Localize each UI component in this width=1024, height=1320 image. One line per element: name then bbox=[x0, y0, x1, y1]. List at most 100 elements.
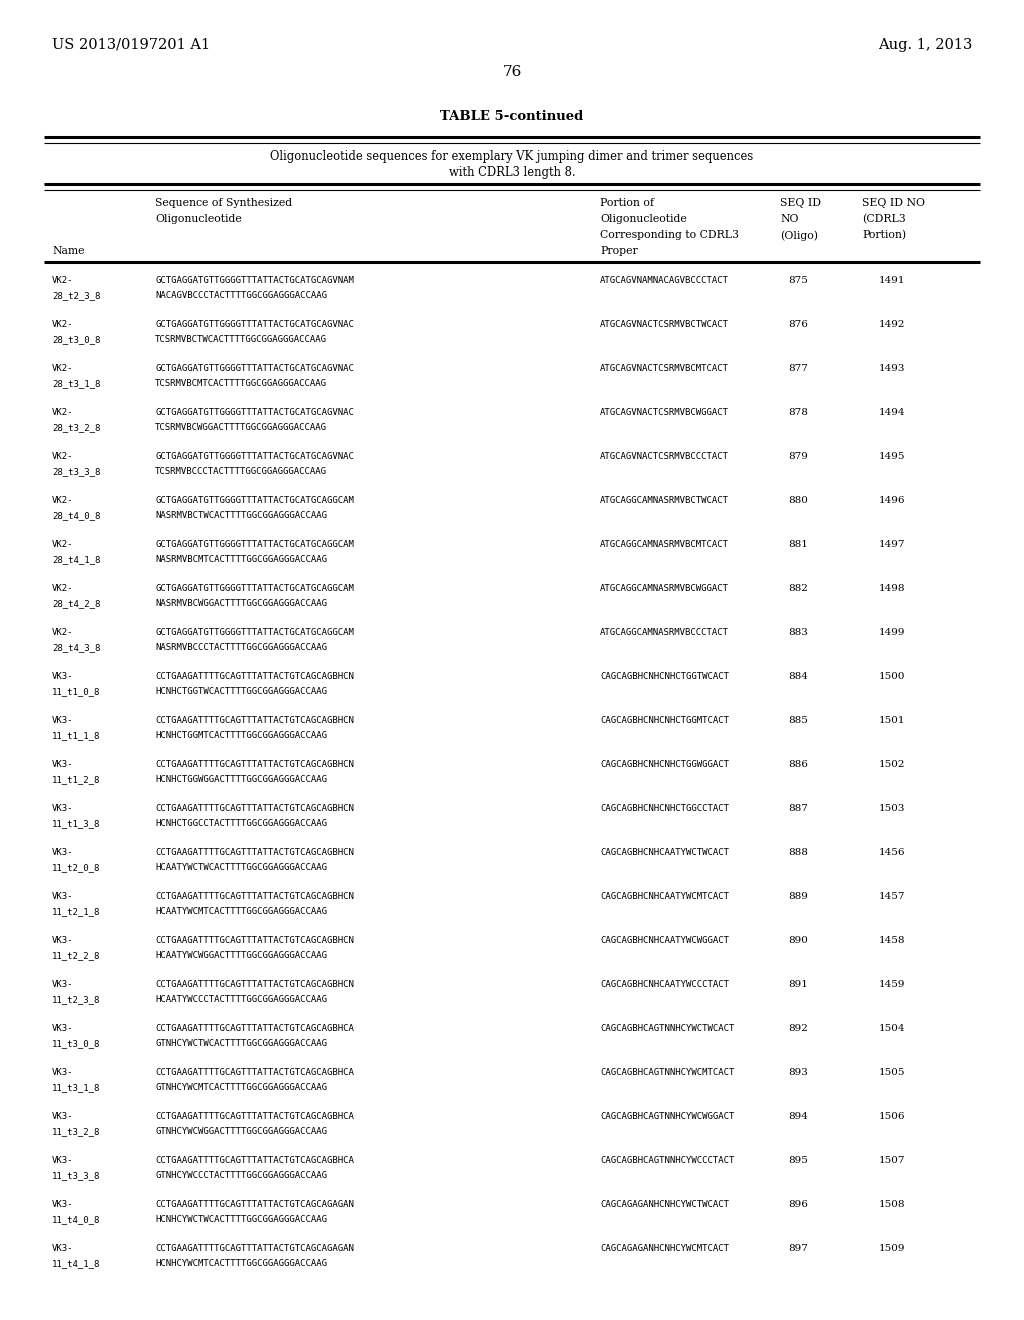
Text: CCTGAAGATTTTGCAGTTTATTACTGTCAGCAGBHCN: CCTGAAGATTTTGCAGTTTATTACTGTCAGCAGBHCN bbox=[155, 979, 354, 989]
Text: TCSRMVBCMTCACTTTTGGCGGAGGGACCAAG: TCSRMVBCMTCACTTTTGGCGGAGGGACCAAG bbox=[155, 379, 327, 388]
Text: VK3-: VK3- bbox=[52, 715, 74, 725]
Text: CAGCAGBHCNHCNHCTGGWGGACT: CAGCAGBHCNHCNHCTGGWGGACT bbox=[600, 760, 729, 770]
Text: GTNHCYWCMTCACTTTTGGCGGAGGGACCAAG: GTNHCYWCMTCACTTTTGGCGGAGGGACCAAG bbox=[155, 1082, 327, 1092]
Text: Oligonucleotide: Oligonucleotide bbox=[600, 214, 687, 224]
Text: VK3-: VK3- bbox=[52, 847, 74, 857]
Text: 1498: 1498 bbox=[879, 583, 905, 593]
Text: 28_t3_3_8: 28_t3_3_8 bbox=[52, 467, 100, 477]
Text: CCTGAAGATTTTGCAGTTTATTACTGTCAGCAGAGAN: CCTGAAGATTTTGCAGTTTATTACTGTCAGCAGAGAN bbox=[155, 1243, 354, 1253]
Text: 875: 875 bbox=[788, 276, 808, 285]
Text: VK3-: VK3- bbox=[52, 672, 74, 681]
Text: 886: 886 bbox=[788, 760, 808, 770]
Text: HCNHCYWCTWCACTTTTGGCGGAGGGACCAAG: HCNHCYWCTWCACTTTTGGCGGAGGGACCAAG bbox=[155, 1214, 327, 1224]
Text: Oligonucleotide sequences for exemplary VK jumping dimer and trimer sequences: Oligonucleotide sequences for exemplary … bbox=[270, 150, 754, 162]
Text: HCNHCTGGWGGACTTTTGGCGGAGGGACCAAG: HCNHCTGGWGGACTTTTGGCGGAGGGACCAAG bbox=[155, 775, 327, 784]
Text: NASRMVBCMTCACTTTTGGCGGAGGGACCAAG: NASRMVBCMTCACTTTTGGCGGAGGGACCAAG bbox=[155, 554, 327, 564]
Text: SEQ ID NO: SEQ ID NO bbox=[862, 198, 925, 209]
Text: VK3-: VK3- bbox=[52, 760, 74, 770]
Text: VK2-: VK2- bbox=[52, 496, 74, 506]
Text: CCTGAAGATTTTGCAGTTTATTACTGTCAGCAGBHCA: CCTGAAGATTTTGCAGTTTATTACTGTCAGCAGBHCA bbox=[155, 1024, 354, 1034]
Text: 28_t4_2_8: 28_t4_2_8 bbox=[52, 599, 100, 609]
Text: ATGCAGVNAMNACAGVBCCCTACT: ATGCAGVNAMNACAGVBCCCTACT bbox=[600, 276, 729, 285]
Text: VK2-: VK2- bbox=[52, 628, 74, 638]
Text: TCSRMVBCTWCACTTTTGGCGGAGGGACCAAG: TCSRMVBCTWCACTTTTGGCGGAGGGACCAAG bbox=[155, 335, 327, 345]
Text: CAGCAGAGANHCNHCYWCTWCACT: CAGCAGAGANHCNHCYWCTWCACT bbox=[600, 1200, 729, 1209]
Text: 1502: 1502 bbox=[879, 760, 905, 770]
Text: 28_t4_3_8: 28_t4_3_8 bbox=[52, 643, 100, 652]
Text: Corresponding to CDRL3: Corresponding to CDRL3 bbox=[600, 230, 739, 240]
Text: 11_t2_0_8: 11_t2_0_8 bbox=[52, 863, 100, 873]
Text: HCAATYWCMTCACTTTTGGCGGAGGGACCAAG: HCAATYWCMTCACTTTTGGCGGAGGGACCAAG bbox=[155, 907, 327, 916]
Text: CAGCAGBHCNHCAATYWCMTCACT: CAGCAGBHCNHCAATYWCMTCACT bbox=[600, 892, 729, 902]
Text: Oligonucleotide: Oligonucleotide bbox=[155, 214, 242, 224]
Text: Portion of: Portion of bbox=[600, 198, 654, 209]
Text: VK3-: VK3- bbox=[52, 936, 74, 945]
Text: 884: 884 bbox=[788, 672, 808, 681]
Text: CAGCAGBHCNHCAATYWCTWCACT: CAGCAGBHCNHCAATYWCTWCACT bbox=[600, 847, 729, 857]
Text: CCTGAAGATTTTGCAGTTTATTACTGTCAGCAGAGAN: CCTGAAGATTTTGCAGTTTATTACTGTCAGCAGAGAN bbox=[155, 1200, 354, 1209]
Text: 1457: 1457 bbox=[879, 892, 905, 902]
Text: CAGCAGBHCAGTNNHCYWCCCTACT: CAGCAGBHCAGTNNHCYWCCCTACT bbox=[600, 1156, 734, 1166]
Text: 881: 881 bbox=[788, 540, 808, 549]
Text: VK2-: VK2- bbox=[52, 583, 74, 593]
Text: 76: 76 bbox=[503, 65, 521, 79]
Text: HCAATYWCTWCACTTTTGGCGGAGGGACCAAG: HCAATYWCTWCACTTTTGGCGGAGGGACCAAG bbox=[155, 863, 327, 873]
Text: 11_t3_3_8: 11_t3_3_8 bbox=[52, 1171, 100, 1180]
Text: 11_t3_0_8: 11_t3_0_8 bbox=[52, 1039, 100, 1048]
Text: 1497: 1497 bbox=[879, 540, 905, 549]
Text: Portion): Portion) bbox=[862, 230, 906, 240]
Text: GCTGAGGATGTTGGGGTTTATTACTGCATGCAGVNAC: GCTGAGGATGTTGGGGTTTATTACTGCATGCAGVNAC bbox=[155, 364, 354, 374]
Text: 1508: 1508 bbox=[879, 1200, 905, 1209]
Text: ATGCAGVNACTCSRMVBCMTCACT: ATGCAGVNACTCSRMVBCMTCACT bbox=[600, 364, 729, 374]
Text: NO: NO bbox=[780, 214, 799, 224]
Text: VK2-: VK2- bbox=[52, 408, 74, 417]
Text: CCTGAAGATTTTGCAGTTTATTACTGTCAGCAGBHCN: CCTGAAGATTTTGCAGTTTATTACTGTCAGCAGBHCN bbox=[155, 672, 354, 681]
Text: CAGCAGBHCAGTNNHCYWCMTCACT: CAGCAGBHCAGTNNHCYWCMTCACT bbox=[600, 1068, 734, 1077]
Text: VK3-: VK3- bbox=[52, 1243, 74, 1253]
Text: (CDRL3: (CDRL3 bbox=[862, 214, 906, 224]
Text: 888: 888 bbox=[788, 847, 808, 857]
Text: 1491: 1491 bbox=[879, 276, 905, 285]
Text: NASRMVBCCCTACTTTTGGCGGAGGGACCAAG: NASRMVBCCCTACTTTTGGCGGAGGGACCAAG bbox=[155, 643, 327, 652]
Text: 893: 893 bbox=[788, 1068, 808, 1077]
Text: CCTGAAGATTTTGCAGTTTATTACTGTCAGCAGBHCN: CCTGAAGATTTTGCAGTTTATTACTGTCAGCAGBHCN bbox=[155, 847, 354, 857]
Text: ATGCAGVNACTCSRMVBCWGGACT: ATGCAGVNACTCSRMVBCWGGACT bbox=[600, 408, 729, 417]
Text: 883: 883 bbox=[788, 628, 808, 638]
Text: VK2-: VK2- bbox=[52, 540, 74, 549]
Text: 1501: 1501 bbox=[879, 715, 905, 725]
Text: ATGCAGGCAMNASRMVBCCCTACT: ATGCAGGCAMNASRMVBCCCTACT bbox=[600, 628, 729, 638]
Text: 28_t3_1_8: 28_t3_1_8 bbox=[52, 379, 100, 388]
Text: VK3-: VK3- bbox=[52, 1156, 74, 1166]
Text: 11_t3_1_8: 11_t3_1_8 bbox=[52, 1082, 100, 1092]
Text: GCTGAGGATGTTGGGGTTTATTACTGCATGCAGVNAC: GCTGAGGATGTTGGGGTTTATTACTGCATGCAGVNAC bbox=[155, 319, 354, 329]
Text: 889: 889 bbox=[788, 892, 808, 902]
Text: ATGCAGVNACTCSRMVBCTWCACT: ATGCAGVNACTCSRMVBCTWCACT bbox=[600, 319, 729, 329]
Text: HCNHCTGGMTCACTTTTGGCGGAGGGACCAAG: HCNHCTGGMTCACTTTTGGCGGAGGGACCAAG bbox=[155, 731, 327, 741]
Text: 876: 876 bbox=[788, 319, 808, 329]
Text: 11_t1_3_8: 11_t1_3_8 bbox=[52, 818, 100, 828]
Text: NACAGVBCCCTACTTTTGGCGGAGGGACCAAG: NACAGVBCCCTACTTTTGGCGGAGGGACCAAG bbox=[155, 290, 327, 300]
Text: CAGCAGAGANHCNHCYWCMTCACT: CAGCAGAGANHCNHCYWCMTCACT bbox=[600, 1243, 729, 1253]
Text: 28_t3_2_8: 28_t3_2_8 bbox=[52, 422, 100, 432]
Text: 11_t1_1_8: 11_t1_1_8 bbox=[52, 731, 100, 741]
Text: CCTGAAGATTTTGCAGTTTATTACTGTCAGCAGBHCN: CCTGAAGATTTTGCAGTTTATTACTGTCAGCAGBHCN bbox=[155, 892, 354, 902]
Text: 28_t3_0_8: 28_t3_0_8 bbox=[52, 335, 100, 345]
Text: CCTGAAGATTTTGCAGTTTATTACTGTCAGCAGBHCN: CCTGAAGATTTTGCAGTTTATTACTGTCAGCAGBHCN bbox=[155, 760, 354, 770]
Text: GCTGAGGATGTTGGGGTTTATTACTGCATGCAGGCAM: GCTGAGGATGTTGGGGTTTATTACTGCATGCAGGCAM bbox=[155, 583, 354, 593]
Text: 1503: 1503 bbox=[879, 804, 905, 813]
Text: TABLE 5-continued: TABLE 5-continued bbox=[440, 110, 584, 123]
Text: SEQ ID: SEQ ID bbox=[780, 198, 821, 209]
Text: GTNHCYWCCCTACTTTTGGCGGAGGGACCAAG: GTNHCYWCCCTACTTTTGGCGGAGGGACCAAG bbox=[155, 1171, 327, 1180]
Text: 1458: 1458 bbox=[879, 936, 905, 945]
Text: CCTGAAGATTTTGCAGTTTATTACTGTCAGCAGBHCN: CCTGAAGATTTTGCAGTTTATTACTGTCAGCAGBHCN bbox=[155, 804, 354, 813]
Text: VK2-: VK2- bbox=[52, 276, 74, 285]
Text: CAGCAGBHCNHCNHCTGGMTCACT: CAGCAGBHCNHCNHCTGGMTCACT bbox=[600, 715, 729, 725]
Text: ATGCAGGCAMNASRMVBCTWCACT: ATGCAGGCAMNASRMVBCTWCACT bbox=[600, 496, 729, 506]
Text: 28_t4_1_8: 28_t4_1_8 bbox=[52, 554, 100, 564]
Text: 11_t2_2_8: 11_t2_2_8 bbox=[52, 950, 100, 960]
Text: 11_t4_0_8: 11_t4_0_8 bbox=[52, 1214, 100, 1224]
Text: HCAATYWCWGGACTTTTGGCGGAGGGACCAAG: HCAATYWCWGGACTTTTGGCGGAGGGACCAAG bbox=[155, 950, 327, 960]
Text: 11_t2_1_8: 11_t2_1_8 bbox=[52, 907, 100, 916]
Text: (Oligo): (Oligo) bbox=[780, 230, 818, 240]
Text: GCTGAGGATGTTGGGGTTTATTACTGCATGCAGGCAM: GCTGAGGATGTTGGGGTTTATTACTGCATGCAGGCAM bbox=[155, 540, 354, 549]
